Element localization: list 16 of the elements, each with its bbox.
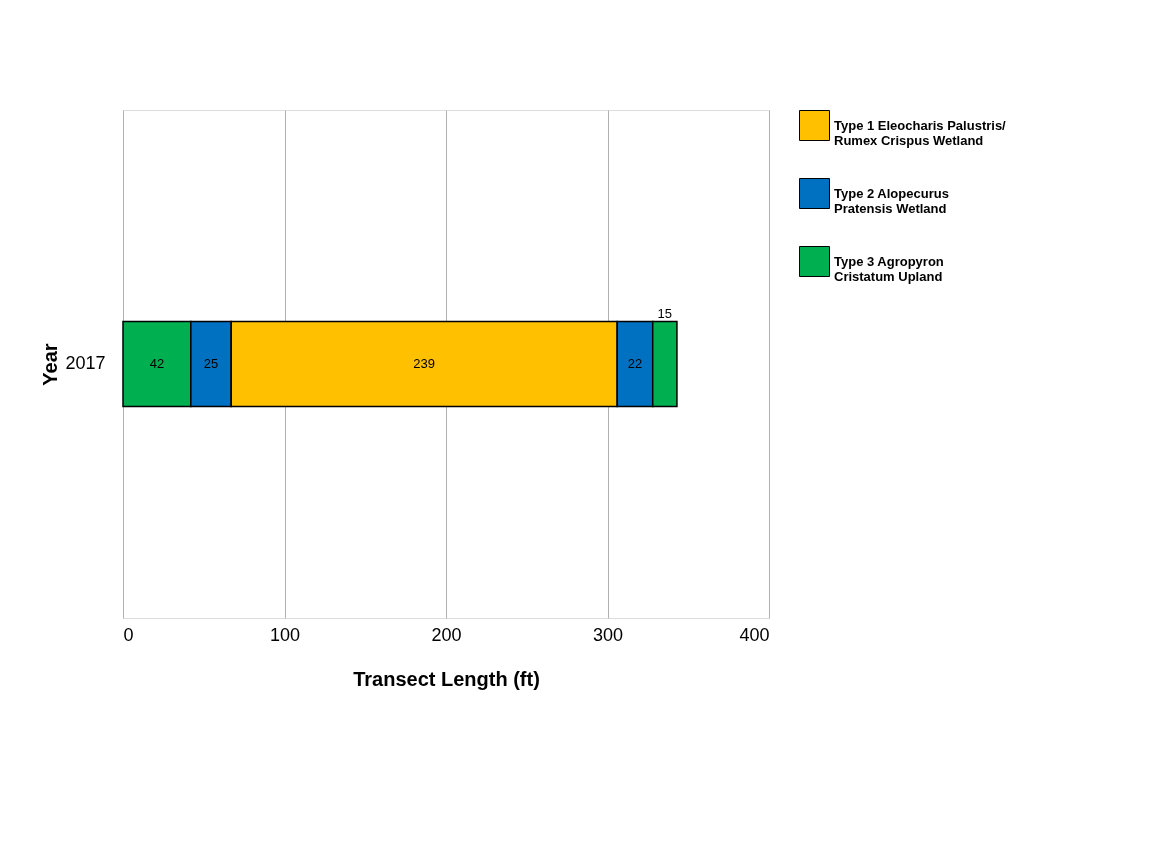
x-tick-label: 300 [592, 624, 624, 645]
legend-label: Type 2 Alopecurus Pratensis Wetland [834, 185, 949, 216]
x-tick-label: 200 [431, 624, 462, 645]
data-label: 42 [149, 356, 165, 371]
y-tick-label: 2017 [65, 353, 106, 373]
legend-label: Type 1 Eleocharis Palustris/ Rumex Crispus Wetland [834, 117, 1007, 148]
data-label: 25 [203, 356, 219, 371]
x-axis-title: Transect Length (ft) [353, 667, 540, 690]
x-tick-label: 0 [123, 624, 134, 645]
x-tick-label: 100 [269, 624, 301, 645]
legend-label: Type 3 Agropyron Cristatum Upland [834, 253, 944, 284]
y-axis-title: Year [39, 343, 62, 386]
x-tick-label: 400 [739, 624, 770, 645]
data-label: 239 [413, 356, 436, 371]
data-label: 15 [657, 306, 673, 321]
data-label: 22 [627, 356, 643, 371]
